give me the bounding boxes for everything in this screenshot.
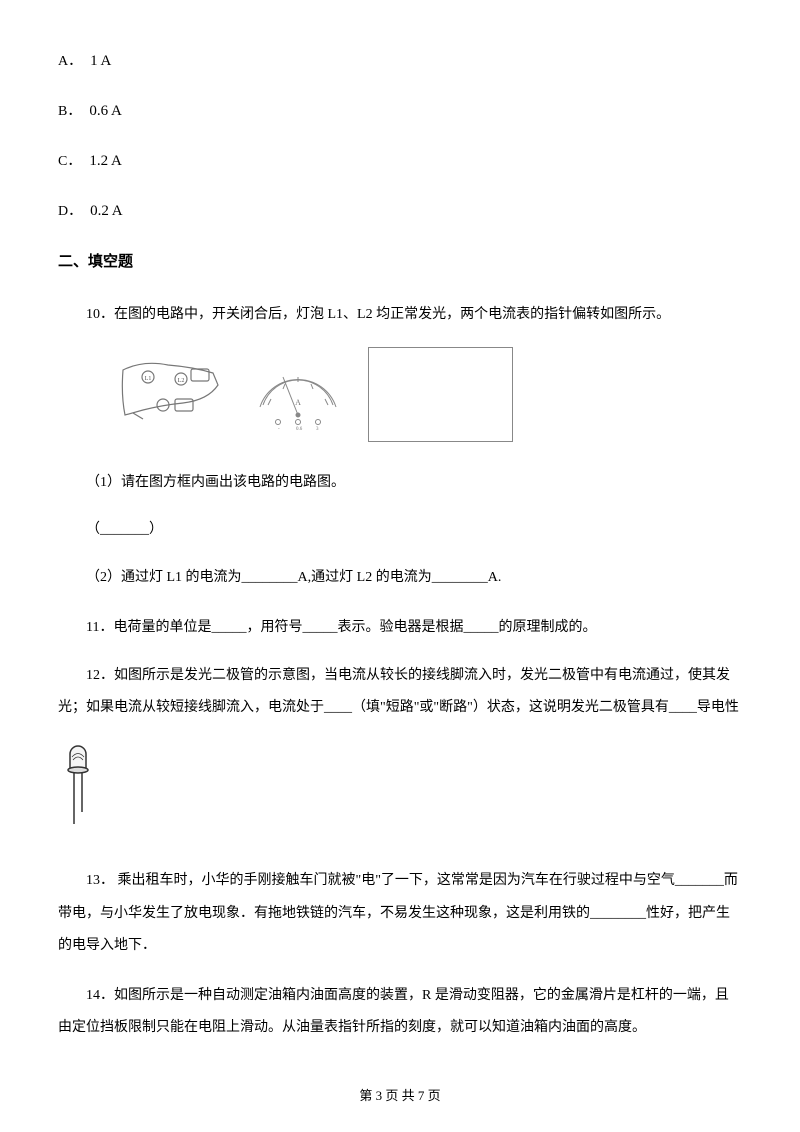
question-12: 12．如图所示是发光二极管的示意图，当电流从较长的接线脚流入时，发光二极管中有电… xyxy=(58,660,742,724)
option-a-value: 1 A xyxy=(90,53,111,70)
question-14: 14．如图所示是一种自动测定油箱内油面高度的装置，R 是滑动变阻器，它的金属滑片… xyxy=(58,980,742,1044)
circuit-diagram-icon: L1 L2 xyxy=(113,355,228,435)
option-b-value: 0.6 A xyxy=(89,103,122,120)
svg-text:L2: L2 xyxy=(178,378,185,384)
question-11: 11．电荷量的单位是_____，用符号_____表示。验电器是根据_____的原… xyxy=(58,612,742,644)
option-c[interactable]: C． 1.2 A xyxy=(58,150,742,170)
option-d[interactable]: D． 0.2 A xyxy=(58,200,742,220)
question-10-sub1: （1）请在图方框内画出该电路的电路图。 xyxy=(58,470,742,495)
led-diagram xyxy=(58,742,742,837)
option-b-label: B． xyxy=(58,100,81,120)
question-14-text: 14．如图所示是一种自动测定油箱内油面高度的装置，R 是滑动变阻器，它的金属滑片… xyxy=(58,988,729,1035)
ammeter-dial-icon: A - 0.6 3 xyxy=(248,357,348,432)
question-13: 13． 乘出租车时，小华的手刚接触车门就被"电"了一下，这常常是因为汽车在行驶过… xyxy=(58,865,742,962)
svg-text:L1: L1 xyxy=(145,376,152,382)
question-12-text: 12．如图所示是发光二极管的示意图，当电流从较长的接线脚流入时，发光二极管中有电… xyxy=(58,668,739,715)
svg-text:A: A xyxy=(295,398,301,407)
option-a-label: A． xyxy=(58,50,82,70)
option-b[interactable]: B． 0.6 A xyxy=(58,100,742,120)
question-10: 10．在图的电路中，开关闭合后，灯泡 L1、L2 均正常发光，两个电流表的指针偏… xyxy=(58,299,742,331)
section-2-title: 二、填空题 xyxy=(58,250,742,271)
question-13-text: 13． 乘出租车时，小华的手刚接触车门就被"电"了一下，这常常是因为汽车在行驶过… xyxy=(58,873,738,952)
question-10-sub2: （2）通过灯 L1 的电流为________A,通过灯 L2 的电流为_____… xyxy=(58,565,742,590)
page-footer: 第 3 页 共 7 页 xyxy=(0,1085,800,1104)
question-10-images: L1 L2 A - 0.6 3 xyxy=(113,347,742,442)
option-c-label: C． xyxy=(58,150,81,170)
svg-text:3: 3 xyxy=(316,427,319,432)
option-d-label: D． xyxy=(58,200,82,220)
option-c-value: 1.2 A xyxy=(89,153,122,170)
circuit-answer-box[interactable] xyxy=(368,347,513,442)
option-a[interactable]: A． 1 A xyxy=(58,50,742,70)
svg-text:0.6: 0.6 xyxy=(296,427,303,432)
question-10-paren: （_______） xyxy=(58,517,742,542)
svg-text:-: - xyxy=(278,427,280,432)
led-icon xyxy=(58,742,98,832)
option-d-value: 0.2 A xyxy=(90,203,123,220)
